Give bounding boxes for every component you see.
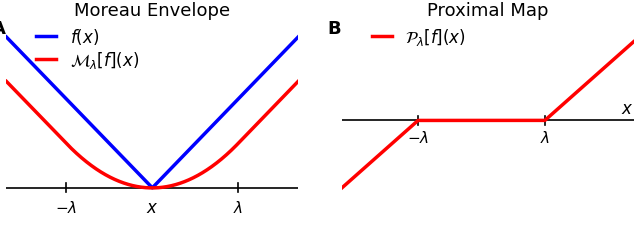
Text: $-\lambda$: $-\lambda$ bbox=[407, 129, 429, 145]
Text: $-\lambda$: $-\lambda$ bbox=[55, 199, 77, 215]
Text: $x$: $x$ bbox=[621, 100, 634, 117]
Legend: $\mathcal{P}_\lambda[f](x)$: $\mathcal{P}_\lambda[f](x)$ bbox=[365, 20, 473, 54]
Legend: $f(x)$, $\mathcal{M}_\lambda[f](x)$: $f(x)$, $\mathcal{M}_\lambda[f](x)$ bbox=[29, 20, 145, 78]
Text: A: A bbox=[0, 20, 6, 38]
Text: $x$: $x$ bbox=[146, 199, 159, 216]
Title: Moreau Envelope: Moreau Envelope bbox=[74, 2, 230, 20]
Title: Proximal Map: Proximal Map bbox=[427, 2, 548, 20]
Text: $\lambda$: $\lambda$ bbox=[540, 129, 550, 145]
Text: $\lambda$: $\lambda$ bbox=[233, 199, 243, 215]
Text: B: B bbox=[327, 20, 341, 38]
